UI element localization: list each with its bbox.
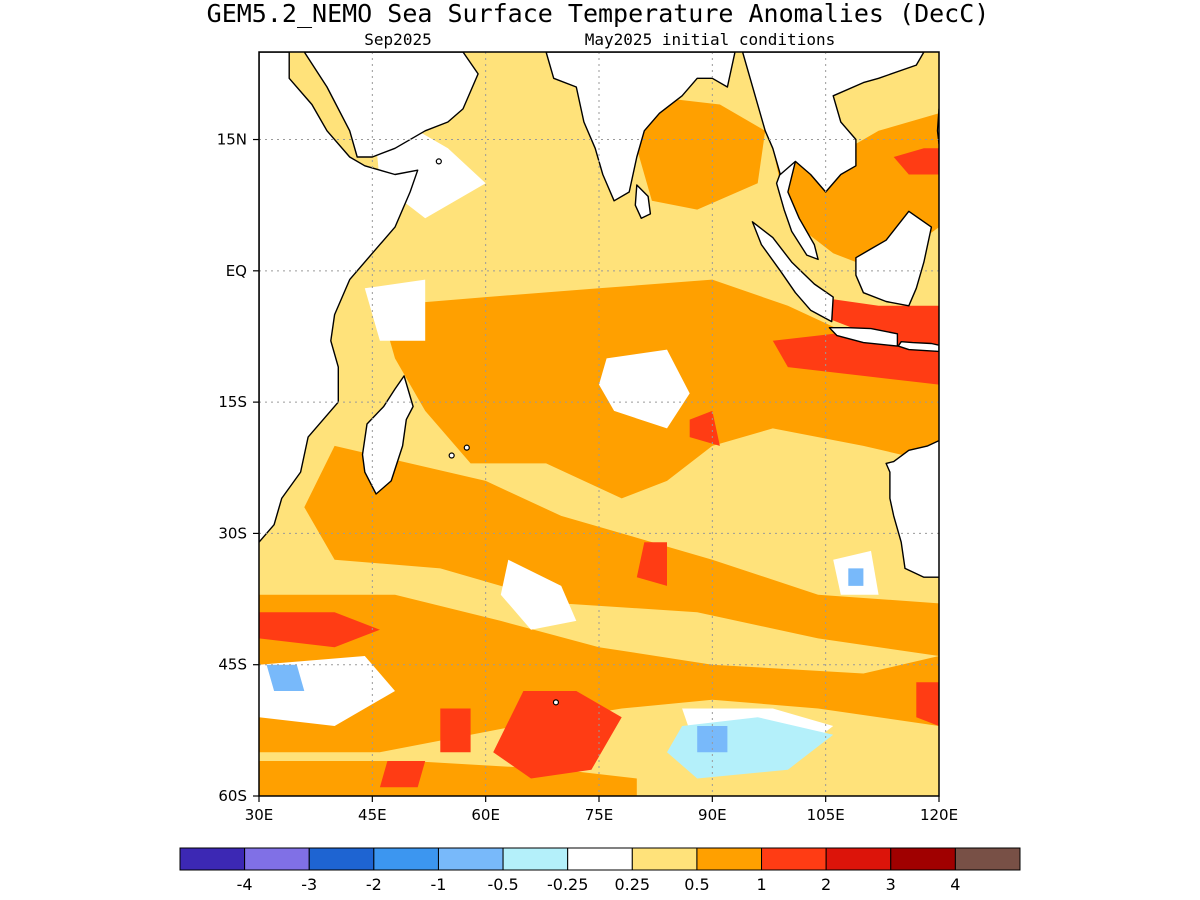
x-tick-label: 90E	[698, 806, 727, 824]
colorbar-label: -0.25	[547, 875, 588, 894]
anomaly-region	[636, 95, 766, 210]
x-tick-label: 30E	[245, 806, 274, 824]
anomaly-region	[440, 708, 471, 753]
landmass-madagascar	[361, 375, 414, 495]
anomaly-region	[304, 445, 939, 656]
y-tick-label: 60S	[218, 787, 247, 805]
x-axis-ticks: 30E 45E 60E 75E 90E 105E 120E	[245, 796, 958, 824]
anomaly-region	[259, 594, 939, 753]
y-tick-label: 45S	[218, 656, 247, 674]
colorbar-swatch	[179, 847, 246, 871]
anomaly-region	[916, 682, 939, 726]
x-tick-label: 75E	[585, 806, 614, 824]
valid-month-label: Sep2025	[364, 30, 431, 49]
colorbar-label: 0.5	[684, 875, 709, 894]
colorbar: -4 -3 -2 -1 -0.5 -0.25 0.25 0.5 1 2 3 4	[179, 847, 1021, 894]
colorbar-swatch	[696, 847, 763, 871]
initial-conditions-label: May2025 initial conditions	[585, 30, 835, 49]
colorbar-label: -3	[301, 875, 317, 894]
colorbar-label: 1	[756, 875, 766, 894]
landmass-luzon	[936, 108, 939, 145]
colorbar-label: 4	[950, 875, 960, 894]
anomaly-region	[500, 559, 577, 630]
colorbar-swatch	[373, 847, 439, 871]
anomaly-region	[493, 691, 622, 779]
colorbar-swatch	[631, 847, 698, 871]
island-kerguelen	[552, 699, 560, 706]
landmass-australia	[885, 439, 939, 578]
y-tick-label: 15S	[218, 393, 247, 411]
colorbar-label: -4	[237, 875, 253, 894]
anomaly-region	[697, 726, 728, 753]
landmass-lesser-sunda	[897, 341, 939, 353]
colorbar-label: 0.25	[614, 875, 650, 894]
map-panel: 30E 45E 60E 75E 90E 105E 120E 15N EQ 15S 30S 45S 60…	[217, 51, 958, 824]
x-tick-label: 45E	[358, 806, 387, 824]
anomaly-region	[599, 349, 690, 429]
colorbar-swatch	[825, 847, 892, 871]
colorbar-label: 3	[886, 875, 896, 894]
gridlines	[259, 52, 939, 796]
landmass-borneo	[855, 210, 933, 307]
colorbar-swatch	[308, 847, 375, 871]
anomaly-region	[379, 761, 426, 788]
x-tick-label: 60E	[471, 806, 500, 824]
y-axis-ticks: 15N EQ 15S 30S 45S 60S	[217, 131, 259, 805]
landmass-java	[828, 327, 899, 347]
colorbar-swatch	[761, 847, 827, 871]
anomaly-region	[364, 279, 426, 341]
island-mauritius	[463, 444, 470, 451]
island-reunion	[448, 452, 455, 459]
anomaly-region	[266, 664, 305, 691]
colorbar-label: -1	[430, 875, 446, 894]
colorbar-label: -2	[366, 875, 382, 894]
anomaly-region	[848, 568, 864, 586]
anomaly-region	[259, 612, 380, 648]
colorbar-label: -0.5	[487, 875, 518, 894]
island-socotra	[435, 158, 442, 165]
landmass-sumatra	[751, 221, 834, 323]
page-title: GEM5.2_NEMO Sea Surface Temperature Anom…	[207, 0, 990, 28]
landmass-sri-lanka	[634, 184, 652, 220]
y-tick-label: EQ	[226, 262, 247, 280]
x-tick-label: 120E	[920, 806, 958, 824]
colorbar-swatch	[890, 847, 956, 871]
anomaly-region	[893, 148, 939, 175]
colorbar-swatch	[954, 847, 1021, 871]
landmass-mainland-se-asia	[741, 52, 925, 193]
y-tick-label: 30S	[218, 524, 247, 542]
landmass-india	[545, 52, 736, 202]
land-areas	[259, 52, 939, 706]
x-tick-label: 105E	[807, 806, 845, 824]
colorbar-swatch	[502, 847, 569, 871]
y-tick-label: 15N	[217, 131, 247, 149]
colorbar-swatch	[437, 847, 504, 871]
landmass-africa	[259, 52, 419, 543]
anomaly-region	[636, 542, 667, 586]
colorbar-swatch	[567, 847, 633, 871]
colorbar-swatch	[244, 847, 310, 871]
colorbar-label: 2	[821, 875, 831, 894]
